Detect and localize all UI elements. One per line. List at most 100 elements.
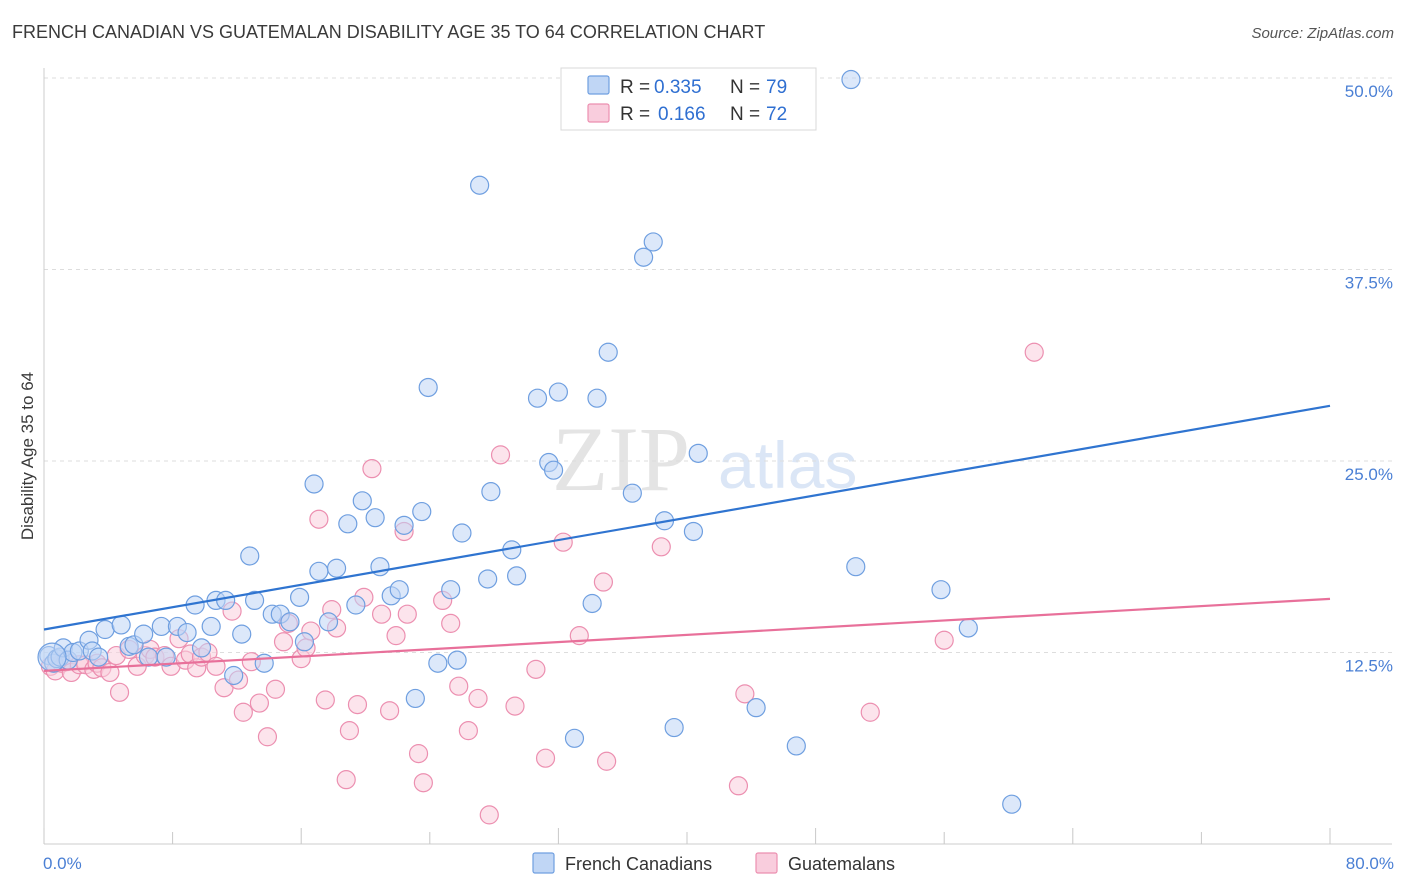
- point-guatemalans-64: [526, 659, 546, 679]
- point-french-canadians-66: [587, 388, 607, 408]
- point-french-canadians-15: [134, 624, 154, 644]
- point-french-canadians-59: [507, 566, 527, 586]
- y-tick-label-2: 37.5%: [1345, 274, 1393, 293]
- point-guatemalans-12: [109, 682, 130, 702]
- axes: [43, 68, 1392, 845]
- point-french-canadians-16: [138, 647, 159, 667]
- y-tick-label-1: 25.0%: [1345, 465, 1393, 484]
- point-guatemalans-69: [597, 751, 617, 771]
- point-french-canadians-42: [352, 491, 372, 511]
- point-french-canadians-27: [232, 624, 252, 644]
- point-french-canadians-17: [151, 616, 171, 637]
- point-french-canadians-57: [481, 482, 501, 502]
- point-french-canadians-10: [89, 647, 109, 667]
- series-guatemalans-points: [40, 342, 1044, 825]
- y-tick-label-3: 50.0%: [1345, 82, 1393, 101]
- point-guatemalans-48: [362, 459, 382, 479]
- trend-lines: [43, 404, 1331, 672]
- point-guatemalans-72: [735, 684, 755, 704]
- point-french-canadians-46: [389, 580, 409, 600]
- point-french-canadians-33: [280, 612, 300, 632]
- point-french-canadians-18: [156, 647, 176, 667]
- point-french-canadians-67: [598, 342, 618, 362]
- legend-swatch-pink: [587, 103, 610, 123]
- trend-line-guatemalans: [43, 597, 1331, 672]
- point-french-canadians-48: [405, 688, 425, 709]
- point-guatemalans-63: [505, 696, 525, 716]
- legend-n-label-1: N =: [730, 77, 760, 98]
- point-guatemalans-34: [265, 679, 286, 699]
- point-guatemalans-45: [339, 721, 360, 741]
- point-guatemalans-65: [535, 748, 556, 768]
- point-french-canadians-25: [216, 590, 236, 611]
- point-guatemalans-53: [397, 604, 417, 624]
- point-french-canadians-55: [470, 175, 490, 195]
- point-cluster-origin: [37, 642, 67, 672]
- source-credit: Source: ZipAtlas.com: [1251, 25, 1394, 42]
- point-french-canadians-43: [365, 508, 385, 528]
- point-french-canadians-22: [191, 638, 212, 658]
- point-guatemalans-33: [257, 727, 278, 747]
- point-guatemalans-40: [309, 509, 329, 529]
- point-french-canadians-50: [418, 377, 438, 398]
- point-french-canadians-41: [346, 595, 366, 615]
- point-guatemalans-49: [371, 604, 392, 624]
- point-french-canadians-11: [95, 619, 115, 640]
- watermark-atlas: atlas: [718, 428, 857, 502]
- y-tick-labels: 12.5% 25.0% 37.5% 50.0%: [1345, 82, 1393, 676]
- point-french-canadians-26: [224, 665, 244, 686]
- point-guatemalans-71: [728, 776, 749, 796]
- trend-line-french-canadians: [43, 404, 1331, 631]
- point-french-canadians-23: [201, 616, 221, 637]
- point-french-canadians-77: [841, 69, 861, 90]
- bottom-legend-swatch-blue: [532, 852, 555, 874]
- point-guatemalans-41: [315, 690, 335, 710]
- series-french-canadians-points: [37, 69, 1022, 814]
- point-guatemalans-46: [347, 694, 368, 715]
- point-french-canadians-80: [958, 618, 978, 638]
- point-french-canadians-29: [244, 590, 265, 611]
- bottom-legend-french-canadians: French Canadians: [565, 854, 712, 874]
- point-french-canadians-49: [412, 501, 432, 522]
- point-french-canadians-68: [622, 483, 642, 503]
- point-guatemalans-60: [468, 688, 488, 709]
- series-legend: French Canadians Guatemalans: [532, 852, 895, 874]
- point-french-canadians-72: [664, 717, 684, 738]
- point-french-canadians-75: [746, 698, 766, 718]
- point-french-canadians-62: [543, 460, 564, 480]
- gridlines: [44, 77, 1392, 653]
- point-french-canadians-70: [643, 232, 663, 252]
- point-french-canadians-60: [527, 388, 548, 408]
- point-french-canadians-51: [428, 653, 448, 673]
- point-guatemalans-70: [651, 537, 671, 557]
- point-french-canadians-28: [240, 546, 260, 566]
- legend-r-value-2: 0.166: [658, 104, 706, 125]
- point-french-canadians-65: [582, 593, 602, 614]
- chart-title: FRENCH CANADIAN VS GUATEMALAN DISABILITY…: [12, 22, 765, 42]
- watermark-zip: ZIP: [552, 408, 690, 510]
- point-french-canadians-36: [304, 474, 324, 494]
- point-french-canadians-78: [846, 557, 866, 577]
- point-guatemalans-61: [479, 805, 499, 825]
- point-guatemalans-35: [273, 632, 294, 652]
- point-french-canadians-35: [294, 632, 315, 652]
- point-french-canadians-38: [318, 612, 339, 632]
- legend-n-value-2: 72: [766, 104, 787, 125]
- point-guatemalans-44: [336, 770, 356, 790]
- point-guatemalans-30: [233, 702, 253, 722]
- point-guatemalans-55: [413, 773, 433, 793]
- point-guatemalans-68: [593, 572, 614, 592]
- point-french-canadians-47: [394, 515, 414, 535]
- legend-r-value-1: 0.335: [654, 77, 702, 98]
- point-french-canadians-37: [309, 561, 329, 581]
- legend-n-value-1: 79: [766, 77, 787, 98]
- point-guatemalans-59: [458, 721, 478, 741]
- point-guatemalans-75: [1024, 342, 1044, 362]
- point-french-canadians-73: [683, 521, 704, 542]
- point-guatemalans-74: [934, 630, 954, 650]
- point-french-canadians-76: [786, 736, 806, 756]
- bottom-legend-swatch-pink: [755, 852, 778, 874]
- legend-swatch-blue: [587, 75, 610, 95]
- y-axis-label: Disability Age 35 to 64: [18, 372, 37, 540]
